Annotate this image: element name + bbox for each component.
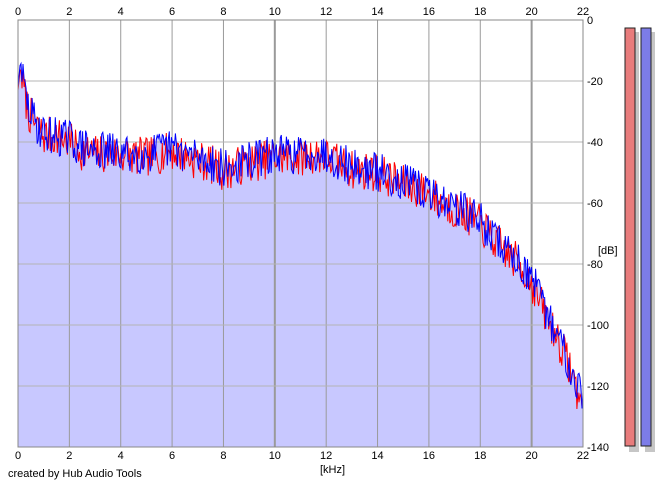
level-meters <box>624 27 655 452</box>
x-tick-label: 22 <box>577 6 589 18</box>
y-tick-label: 0 <box>587 15 593 27</box>
x-tick-label: 14 <box>371 6 383 18</box>
spectrum-fill-area <box>18 63 583 447</box>
x-tick-labels-bottom: 0 2 4 6 8 10 12 14 16 18 20 22 <box>15 450 589 462</box>
x-tick-label: 18 <box>474 6 486 18</box>
plot-border <box>17 19 584 448</box>
y-tick-label: -40 <box>587 137 603 149</box>
x-tick-label: 16 <box>423 450 435 462</box>
x-tick-label: 0 <box>15 6 21 18</box>
x-tick-label: 8 <box>220 6 226 18</box>
y-tick-label: -120 <box>587 381 609 393</box>
x-tick-label: 14 <box>371 450 383 462</box>
grid <box>18 20 583 447</box>
x-tick-label: 10 <box>269 6 281 18</box>
y-tick-label: -60 <box>587 198 603 210</box>
credit-text: created by Hub Audio Tools <box>8 468 142 480</box>
x-tick-label: 18 <box>474 450 486 462</box>
y-axis-label: [dB] <box>598 245 618 257</box>
y-tick-labels: 0 -20 -40 -60 -80 -100 -120 -140 <box>587 15 609 454</box>
level-meter-r <box>640 27 652 447</box>
x-tick-label: 6 <box>169 6 175 18</box>
x-tick-label: 10 <box>269 450 281 462</box>
x-tick-label: 8 <box>220 450 226 462</box>
x-tick-label: 20 <box>526 6 538 18</box>
x-tick-label: 16 <box>423 6 435 18</box>
x-tick-label: 4 <box>118 450 124 462</box>
x-tick-label: 6 <box>169 450 175 462</box>
x-tick-label: 22 <box>577 450 589 462</box>
x-tick-label: 20 <box>526 450 538 462</box>
x-tick-labels-top: 0 2 4 6 8 10 12 14 16 18 20 22 <box>15 6 589 18</box>
x-tick-label: 4 <box>118 6 124 18</box>
x-tick-label: 2 <box>66 6 72 18</box>
x-axis-label: [kHz] <box>320 464 345 476</box>
series-blue-line <box>17 61 584 409</box>
y-tick-label: -20 <box>587 76 603 88</box>
y-tick-label: -140 <box>587 442 609 454</box>
y-tick-label: -80 <box>587 259 603 271</box>
level-meter-l <box>624 27 636 447</box>
x-tick-label: 2 <box>66 450 72 462</box>
x-tick-label: 12 <box>320 6 332 18</box>
x-tick-label: 0 <box>15 450 21 462</box>
x-tick-label: 12 <box>320 450 332 462</box>
y-tick-label: -100 <box>587 320 609 332</box>
